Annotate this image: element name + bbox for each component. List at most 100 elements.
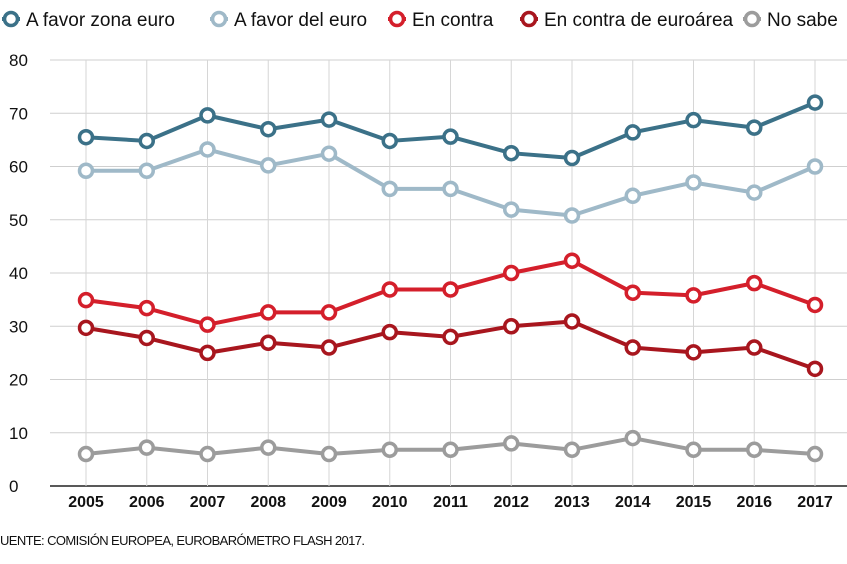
data-point xyxy=(503,264,520,282)
legend-label: En contra de euroárea xyxy=(544,10,734,31)
data-point xyxy=(746,441,763,459)
y-tick-label: 0 xyxy=(9,477,18,496)
data-point xyxy=(320,111,338,128)
series xyxy=(77,141,824,224)
series xyxy=(77,429,824,463)
data-point xyxy=(77,162,95,180)
data-point xyxy=(442,281,459,298)
data-point xyxy=(563,149,581,167)
y-tick-label: 40 xyxy=(9,264,28,283)
legend: A favor zona euro A favor del euro En cont… xyxy=(2,10,838,31)
data-point xyxy=(624,429,641,447)
y-tick-label: 10 xyxy=(9,424,28,443)
data-point xyxy=(260,120,277,138)
data-point xyxy=(138,132,155,150)
data-point xyxy=(503,435,520,452)
data-point xyxy=(199,107,216,124)
data-point xyxy=(503,318,520,335)
data-point xyxy=(381,132,398,150)
x-tick-label: 2011 xyxy=(433,494,468,511)
data-point xyxy=(381,441,398,459)
x-tick-label: 2006 xyxy=(129,494,165,511)
data-point xyxy=(199,141,216,158)
y-tick-label: 20 xyxy=(9,371,28,390)
y-tick-label: 30 xyxy=(9,317,28,336)
x-tick-label: 2017 xyxy=(797,494,833,511)
legend-swatch-marker xyxy=(520,10,538,28)
data-point xyxy=(806,158,824,175)
source-note: UENTE: COMISIÓN EUROPEA, EUROBARÓMETRO F… xyxy=(0,533,364,548)
data-point xyxy=(77,291,95,309)
x-tick-label: 2009 xyxy=(311,494,347,511)
data-point xyxy=(199,344,216,362)
data-point xyxy=(685,287,702,304)
data-point xyxy=(381,180,398,198)
data-point xyxy=(442,441,459,459)
data-point xyxy=(746,339,763,356)
data-point xyxy=(320,145,338,162)
legend-label: En contra xyxy=(412,10,494,31)
y-axis: 0 10 20 30 40 50 60 70 80 xyxy=(9,51,28,496)
data-point xyxy=(138,439,155,456)
data-point xyxy=(442,180,459,198)
x-tick-label: 2008 xyxy=(250,494,286,511)
series xyxy=(77,252,824,333)
legend-item: No sabe xyxy=(743,10,838,31)
legend-swatch-marker xyxy=(743,10,761,28)
legend-swatch-marker xyxy=(2,10,20,28)
y-tick-label: 50 xyxy=(9,211,28,230)
data-point xyxy=(260,157,277,174)
x-tick-label: 2007 xyxy=(190,494,226,511)
data-point xyxy=(503,144,520,162)
legend-item: A favor zona euro xyxy=(2,10,175,31)
legend-label: No sabe xyxy=(767,10,838,31)
data-point xyxy=(77,128,95,146)
series xyxy=(77,313,824,378)
y-tick-label: 70 xyxy=(9,104,28,123)
data-point xyxy=(77,445,95,463)
data-point xyxy=(199,316,216,333)
data-point xyxy=(685,174,702,191)
data-point xyxy=(685,441,702,459)
x-tick-label: 2005 xyxy=(68,494,104,511)
data-point xyxy=(260,439,277,456)
data-point xyxy=(624,124,641,141)
data-point xyxy=(199,445,216,463)
legend-item: En contra xyxy=(388,10,494,31)
legend-swatch-marker xyxy=(210,10,228,28)
data-point xyxy=(563,252,581,270)
data-point xyxy=(260,304,277,321)
data-point xyxy=(746,119,763,136)
x-tick-label: 2012 xyxy=(493,494,529,511)
x-tick-label: 2010 xyxy=(372,494,408,511)
data-point xyxy=(381,323,398,341)
x-tick-label: 2014 xyxy=(615,494,651,511)
data-point xyxy=(381,281,398,298)
x-tick-label: 2013 xyxy=(554,494,590,511)
x-axis: 2005 2006 2007 2008 2009 2010 2011 2012 2013 2014… xyxy=(68,494,833,511)
data-point xyxy=(685,344,702,361)
legend-item: A favor del euro xyxy=(210,10,367,31)
data-point xyxy=(77,319,95,337)
legend-label: A favor zona euro xyxy=(26,10,175,31)
series-group xyxy=(77,94,824,463)
data-point xyxy=(320,445,338,463)
legend-item: En contra de euroárea xyxy=(520,10,734,31)
data-point xyxy=(746,184,763,201)
data-point xyxy=(138,162,155,180)
data-point xyxy=(503,201,520,218)
data-point xyxy=(320,339,338,356)
data-point xyxy=(260,334,277,352)
y-tick-label: 80 xyxy=(9,51,28,70)
data-point xyxy=(563,441,581,459)
data-point xyxy=(685,111,702,129)
data-point xyxy=(624,284,641,301)
series xyxy=(77,94,824,167)
data-point xyxy=(624,339,641,356)
data-point xyxy=(624,187,641,205)
data-point xyxy=(563,207,581,224)
legend-label: A favor del euro xyxy=(234,10,367,31)
data-point xyxy=(806,94,824,111)
data-point xyxy=(442,128,459,145)
